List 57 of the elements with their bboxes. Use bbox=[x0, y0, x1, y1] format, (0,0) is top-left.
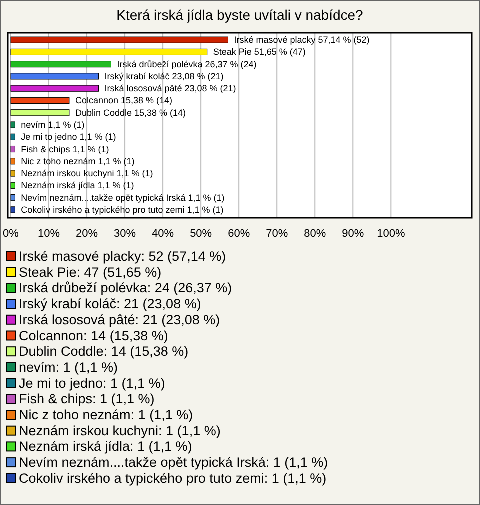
bar bbox=[10, 73, 99, 80]
category-label: nevím 1,1 % (1) bbox=[21, 120, 85, 130]
text: Irská drůbeží polévka: 24 (26,37 %) bbox=[19, 280, 232, 296]
bar bbox=[10, 182, 16, 189]
category-label: Irský krabí koláč 23,08 % (21) bbox=[104, 71, 224, 82]
text: Je mi to jedno: 1 (1,1 %) bbox=[19, 376, 166, 391]
x-tick-label: 60% bbox=[228, 228, 250, 240]
x-tick-label: 70% bbox=[266, 228, 288, 240]
bar bbox=[10, 170, 16, 177]
x-tick-label: 80% bbox=[304, 228, 326, 240]
category-label: Colcannon 15,38 % (14) bbox=[75, 96, 173, 106]
text: Nic z toho neznám: 1 (1,1 %) bbox=[19, 408, 194, 422]
bar bbox=[10, 85, 99, 92]
category-label: Neznám irská jídla 1,1 % (1) bbox=[21, 180, 134, 191]
text: Neznám irskou kuchyni: 1 (1,1 %) bbox=[19, 423, 221, 438]
category-label: Cokoliv irského a typického pro tuto zemi 1,1 % (1) bbox=[21, 204, 224, 215]
x-tick-label: 100% bbox=[377, 228, 406, 240]
bar bbox=[10, 110, 70, 116]
x-tick-label: 40% bbox=[152, 228, 174, 240]
x-tick-label: 90% bbox=[342, 228, 364, 240]
bar bbox=[10, 158, 16, 165]
category-label: Neznám irskou kuchyni 1,1 % (1) bbox=[21, 168, 154, 179]
text: nevím: 1 (1,1 %) bbox=[19, 360, 118, 375]
x-tick-label: 0% bbox=[3, 228, 20, 240]
bar bbox=[10, 97, 70, 104]
text: Steak Pie: 47 (51,65 %) bbox=[19, 264, 162, 280]
bar bbox=[10, 48, 208, 56]
text: Irská lososová pâté: 21 (23,08 %) bbox=[19, 312, 220, 328]
category-label: Je mi to jedno 1,1 % (1) bbox=[21, 132, 116, 142]
text: Irský krabí koláč: 21 (23,08 %) bbox=[19, 296, 202, 312]
chart-title: Která irská jídla byste uvítali v nabídce? bbox=[116, 7, 364, 23]
category-label: Irská lososová pâté 23,08 % (21) bbox=[104, 84, 236, 94]
category-label: Steak Pie 51,65 % (47) bbox=[213, 47, 306, 58]
text: Colcannon: 14 (15,38 %) bbox=[19, 328, 168, 344]
text: Dublin Coddle: 14 (15,38 %) bbox=[19, 344, 189, 360]
category-label: Irské masové placky 57,14 % (52) bbox=[234, 35, 370, 46]
text: Cokoliv irského a typického pro tuto zemi: 1 (1,1 %) bbox=[19, 470, 327, 486]
bar bbox=[10, 61, 112, 68]
text: Neznám irská jídla: 1 (1,1 %) bbox=[19, 439, 192, 454]
text: Nevím neznám....takže opět typická Irská: 1 (1,1 %) bbox=[19, 455, 328, 470]
bar bbox=[10, 134, 16, 140]
category-label: Nevím neznám....takže opět typická Irská 1,1 % (1) bbox=[21, 192, 225, 203]
category-label: Nic z toho neznám 1,1 % (1) bbox=[21, 156, 135, 166]
bar bbox=[10, 194, 16, 202]
bar bbox=[10, 146, 16, 153]
category-label: Dublin Coddle 15,38 % (14) bbox=[75, 108, 186, 118]
x-tick-label: 20% bbox=[76, 228, 98, 240]
text: Irské masové placky: 52 (57,14 %) bbox=[19, 249, 226, 264]
bar bbox=[10, 206, 16, 214]
x-tick-label: 50% bbox=[190, 228, 212, 240]
bar bbox=[10, 36, 228, 44]
category-label: Fish & chips 1,1 % (1) bbox=[21, 144, 110, 154]
text: Fish & chips: 1 (1,1 %) bbox=[19, 392, 155, 407]
x-tick-label: 10% bbox=[38, 228, 60, 240]
x-tick-label: 30% bbox=[114, 228, 136, 240]
category-label: Irská drůbeží polévka 26,37 % (24) bbox=[117, 59, 257, 70]
bar bbox=[10, 122, 16, 128]
